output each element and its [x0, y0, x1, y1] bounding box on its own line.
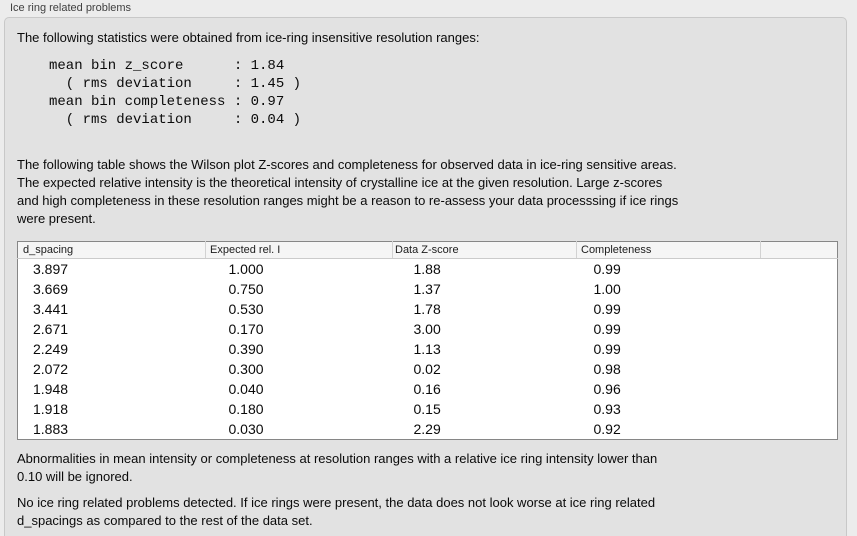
cell-empty [761, 279, 838, 299]
cell-empty [761, 379, 838, 399]
cell: 0.030 [228, 421, 264, 437]
cell: 1.948 [33, 381, 69, 397]
table-row[interactable]: 2.671 0.170 3.00 0.99 [18, 319, 838, 339]
cell: 1.918 [33, 401, 69, 417]
column-header-data-z-score: Data Z-score [392, 241, 577, 259]
table-header-row: d_spacing Expected rel. I Data Z-score Comp… [17, 241, 838, 259]
column-header-completeness: Completeness [576, 241, 761, 259]
table-row[interactable]: 2.249 0.390 1.13 0.99 [18, 339, 838, 359]
cell: 1.00 [593, 281, 621, 297]
cell-empty [761, 419, 838, 440]
cell-empty [761, 399, 838, 419]
cell: 0.16 [413, 381, 441, 397]
cell-empty [761, 299, 838, 319]
conclusion-text: No ice ring related problems detected. I… [17, 495, 656, 528]
table-row[interactable]: 1.918 0.180 0.15 0.93 [18, 399, 838, 419]
cell: 2.29 [413, 421, 441, 437]
cell: 0.390 [228, 341, 264, 357]
cell: 0.750 [228, 281, 264, 297]
cell: 2.072 [33, 361, 69, 377]
cell-empty [761, 259, 838, 280]
cell: 0.96 [593, 381, 621, 397]
cell: 2.249 [33, 341, 69, 357]
cell: 0.99 [593, 341, 621, 357]
cell: 3.00 [413, 321, 441, 337]
ignore-threshold-note: Abnormalities in mean intensity or compl… [17, 451, 658, 484]
column-header-empty [760, 241, 838, 259]
table-row[interactable]: 2.072 0.300 0.02 0.98 [18, 359, 838, 379]
cell: 0.15 [413, 401, 441, 417]
table-header: d_spacing Expected rel. I Data Z-score Comp… [17, 241, 838, 259]
cell: 0.92 [593, 421, 621, 437]
cell: 0.93 [593, 401, 621, 417]
table-body: 3.897 1.000 1.88 0.99 3.669 0.750 1.37 1.00 3.44… [18, 259, 838, 440]
cell: 0.300 [228, 361, 264, 377]
panel-title: Ice ring related problems [10, 2, 132, 14]
table-description: The following table shows the Wilson plo… [17, 157, 679, 226]
cell-empty [761, 359, 838, 379]
intro-text: The following statistics were obtained f… [17, 30, 480, 45]
cell: 3.897 [33, 261, 69, 277]
cell: 3.669 [33, 281, 69, 297]
cell-empty [761, 319, 838, 339]
cell: 0.99 [593, 301, 621, 317]
cell: 2.671 [33, 321, 69, 337]
column-header-expected-rel-i: Expected rel. I [205, 241, 393, 259]
cell: 1.88 [413, 261, 441, 277]
table-row[interactable]: 3.897 1.000 1.88 0.99 [18, 259, 838, 280]
column-header-d-spacing: d_spacing [17, 241, 206, 259]
cell: 1.13 [413, 341, 441, 357]
cell: 0.02 [413, 361, 441, 377]
cell: 0.99 [593, 261, 621, 277]
cell: 1.37 [413, 281, 441, 297]
table-row[interactable]: 1.883 0.030 2.29 0.92 [18, 419, 838, 440]
ice-ring-table: d_spacing Expected rel. I Data Z-score Comp… [17, 241, 838, 440]
ice-ring-panel: The following statistics were obtained f… [4, 17, 847, 536]
cell: 3.441 [33, 301, 69, 317]
cell: 0.99 [593, 321, 621, 337]
cell-empty [761, 339, 838, 359]
stats-block: mean bin z_score : 1.84 ( rms deviation … [49, 58, 302, 128]
cell: 0.180 [228, 401, 264, 417]
cell: 0.530 [228, 301, 264, 317]
cell: 1.000 [228, 261, 264, 277]
cell: 1.78 [413, 301, 441, 317]
cell: 0.040 [228, 381, 264, 397]
cell: 0.170 [228, 321, 264, 337]
table-row[interactable]: 3.669 0.750 1.37 1.00 [18, 279, 838, 299]
table-row[interactable]: 3.441 0.530 1.78 0.99 [18, 299, 838, 319]
cell: 0.98 [593, 361, 621, 377]
table-row[interactable]: 1.948 0.040 0.16 0.96 [18, 379, 838, 399]
cell: 1.883 [33, 421, 69, 437]
